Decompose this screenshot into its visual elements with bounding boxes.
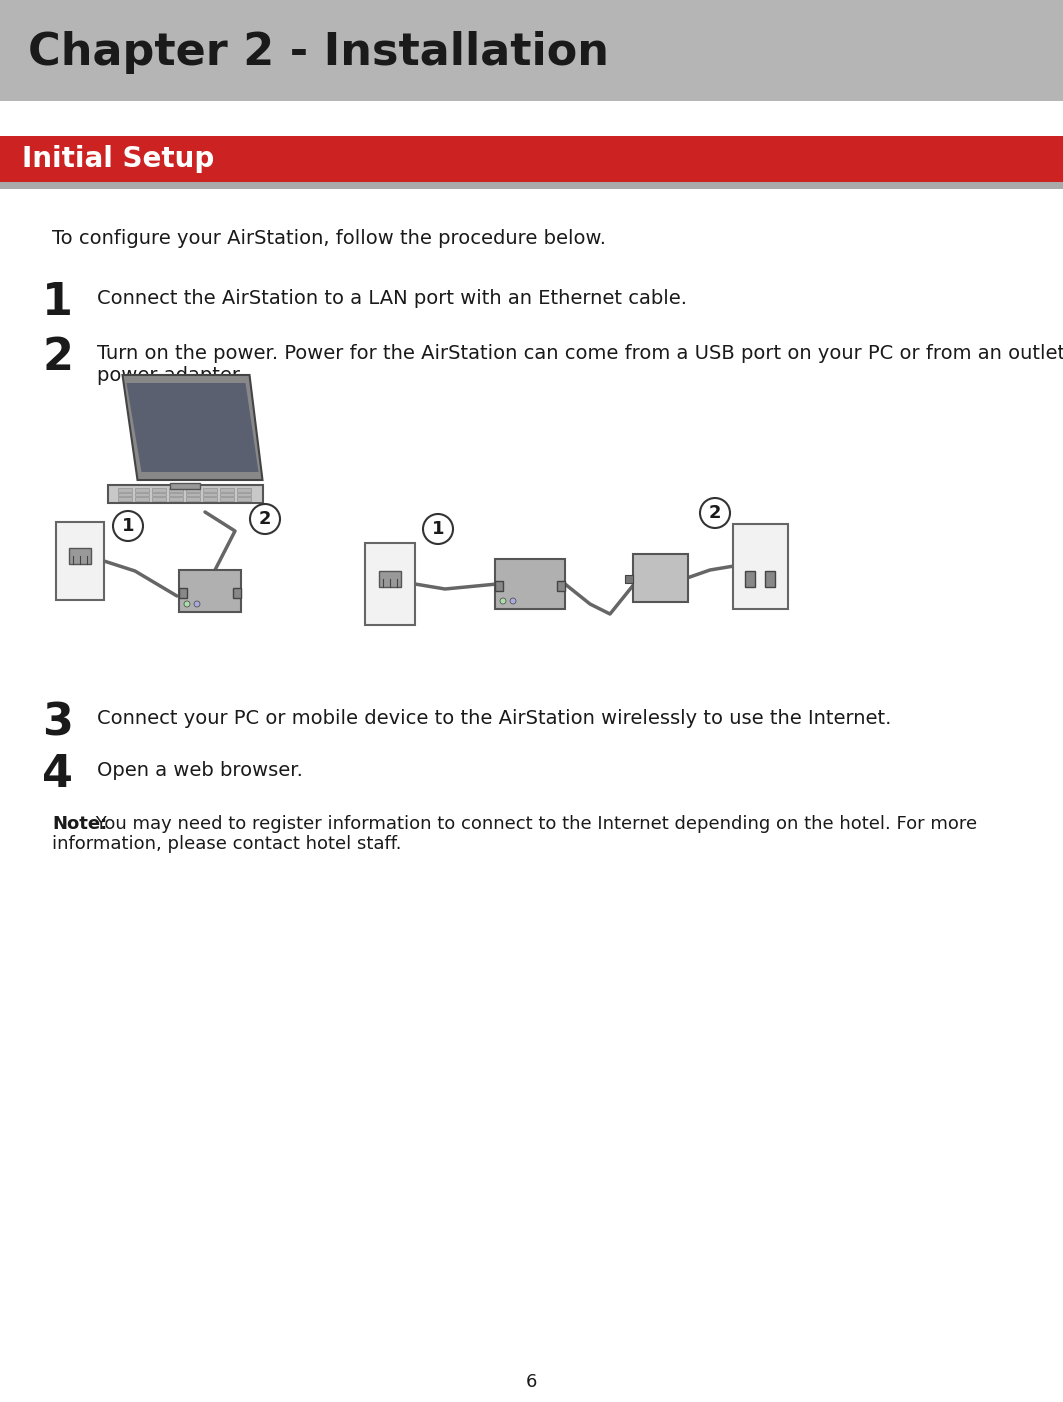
Bar [118,488,132,492]
Text: To configure your AirStation, follow the procedure below.: To configure your AirStation, follow the… [52,229,606,248]
Text: Note:: Note: [52,815,107,833]
Bar [0,101,1063,136]
Text: Connect your PC or mobile device to the AirStation wirelessly to use the Interne: Connect your PC or mobile device to the … [97,709,892,728]
Bar [495,559,566,608]
Bar [152,492,166,496]
Bar [135,492,149,496]
Bar [135,488,149,492]
Bar [179,571,241,613]
Bar [0,0,1063,101]
Bar [219,496,234,501]
Bar [179,587,187,599]
Bar [186,496,200,501]
Bar [69,548,91,564]
Circle shape [701,498,730,529]
Bar [202,492,217,496]
Circle shape [184,601,190,607]
Bar [495,580,503,592]
Bar [557,580,566,592]
Text: Initial Setup: Initial Setup [22,144,215,172]
Text: 1: 1 [43,280,73,324]
Text: Turn on the power. Power for the AirStation can come from a USB port on your PC : Turn on the power. Power for the AirStat… [97,343,1063,363]
Text: Connect the AirStation to a LAN port with an Ethernet cable.: Connect the AirStation to a LAN port wit… [97,289,687,308]
Polygon shape [122,374,263,479]
Text: You may need to register information to connect to the Internet depending on the: You may need to register information to … [90,815,977,833]
Text: 2: 2 [43,336,73,379]
Bar [169,492,183,496]
Bar [135,496,149,501]
Bar [0,136,1063,182]
Bar [0,182,1063,189]
Text: 4: 4 [43,753,73,796]
Circle shape [195,601,200,607]
Bar [152,496,166,501]
Text: Chapter 2 - Installation: Chapter 2 - Installation [28,31,609,74]
Text: information, please contact hotel staff.: information, please contact hotel staff. [52,836,402,852]
Circle shape [423,515,453,544]
Circle shape [500,599,506,604]
Bar [186,488,200,492]
Text: Open a web browser.: Open a web browser. [97,761,303,780]
Text: 1: 1 [122,517,134,536]
Text: 2: 2 [709,503,722,522]
Bar [56,522,104,600]
Bar [365,543,415,625]
Text: power adapter.: power adapter. [97,366,244,386]
Bar [219,488,234,492]
Polygon shape [126,383,258,472]
Text: 6: 6 [525,1373,537,1391]
Bar [732,523,788,608]
Bar [170,484,200,489]
Bar [202,488,217,492]
Bar [118,496,132,501]
Text: 2: 2 [258,510,271,529]
Bar [169,488,183,492]
Bar [186,492,200,496]
Bar [236,496,251,501]
Circle shape [510,599,516,604]
Text: 3: 3 [43,701,73,744]
Bar [202,496,217,501]
Bar [152,488,166,492]
Bar [107,485,263,503]
Circle shape [113,510,144,541]
Bar [236,492,251,496]
Bar [765,571,775,587]
Bar [236,488,251,492]
Bar [624,575,632,583]
Bar [118,492,132,496]
Bar [745,571,755,587]
Circle shape [250,503,280,534]
Bar [379,571,401,587]
Bar [632,554,688,601]
Bar [169,496,183,501]
Text: 1: 1 [432,520,444,538]
Bar [233,587,241,599]
Bar [219,492,234,496]
